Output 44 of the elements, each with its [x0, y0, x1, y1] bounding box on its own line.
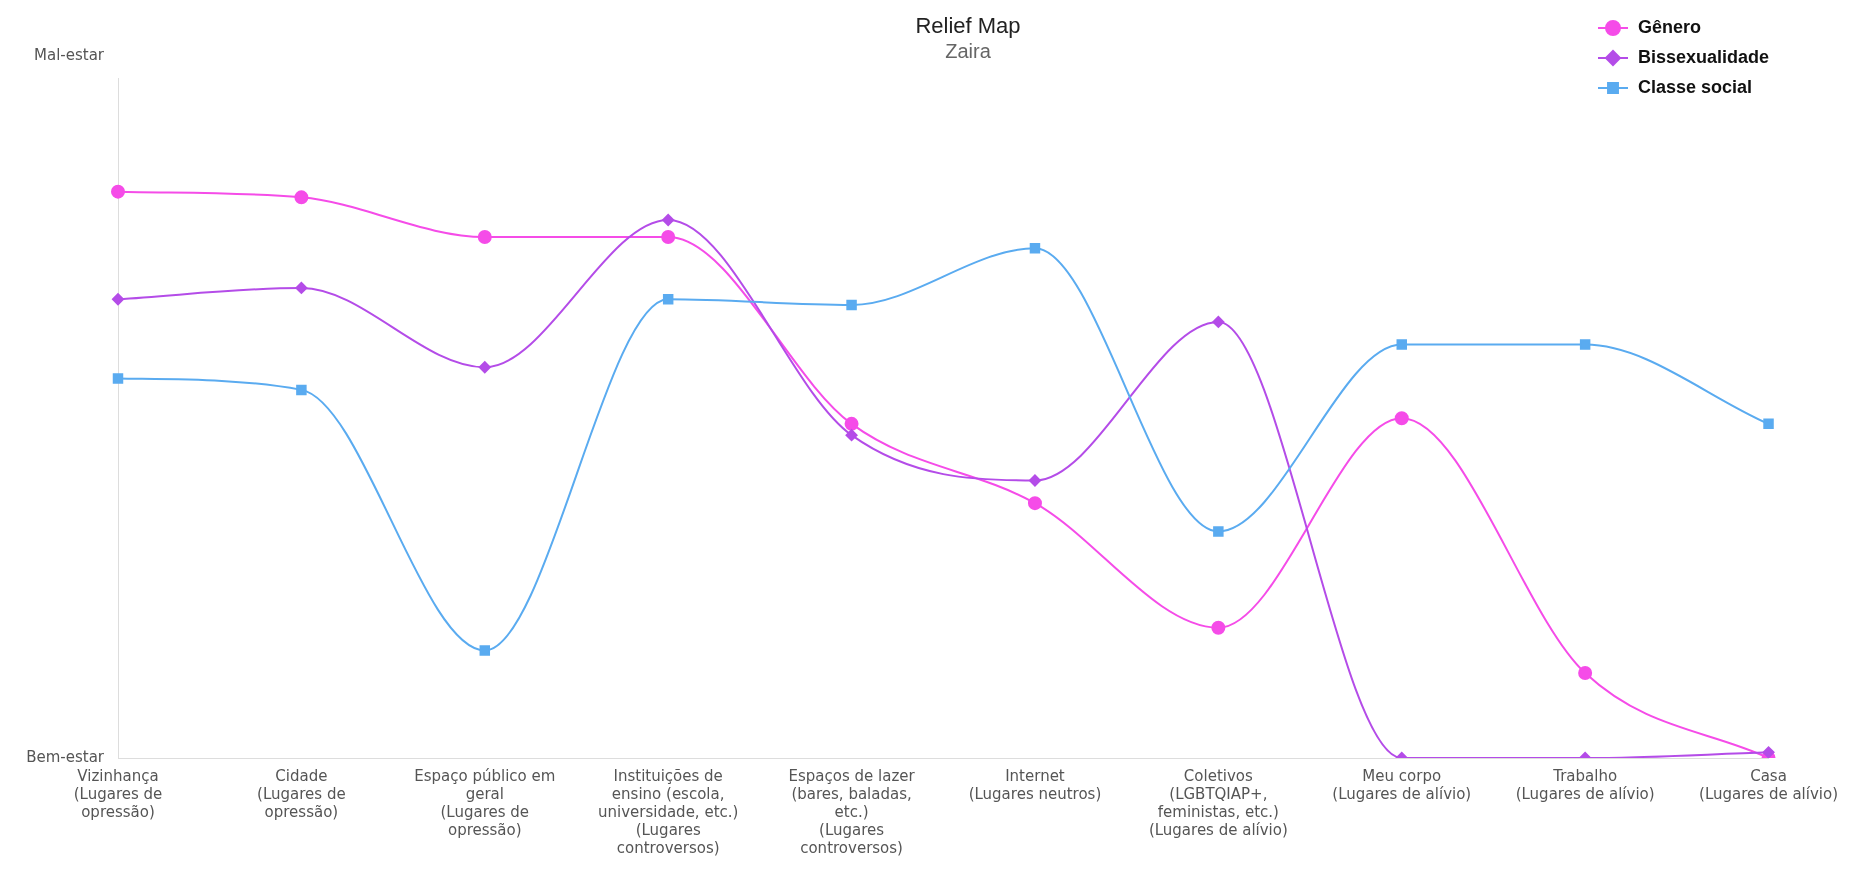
point [1029, 243, 1041, 254]
x-tick-label: Trabalho (Lugares de alívio) [1515, 766, 1655, 803]
point [845, 429, 858, 442]
point [1028, 474, 1041, 487]
legend-label: Bissexualidade [1638, 46, 1770, 67]
point [1578, 666, 1593, 681]
legend-label: Classe social [1638, 76, 1753, 97]
x-tick-label: Meu corpo (Lugares de alívio) [1332, 766, 1472, 803]
point [477, 229, 492, 244]
text: Bem-estar [26, 747, 105, 766]
legend-label: Gênero [1638, 16, 1702, 37]
point [1579, 339, 1591, 350]
x-tick-label: Espaço público em geral (Lugares de opressão) [414, 766, 556, 839]
point [1394, 411, 1409, 426]
point [1211, 620, 1226, 635]
x-tick-label: Instituições de ensino (escola, universidade, etc.) (Lugares controversos) [597, 766, 739, 857]
point [1212, 315, 1225, 328]
point [295, 281, 308, 294]
x-tick-label: Coletivos (LGBTQIAP+, feministas, etc.) (Lugares de alívio) [1148, 766, 1288, 839]
point [662, 294, 674, 305]
point [112, 293, 124, 306]
point [296, 384, 307, 396]
point [844, 416, 859, 431]
point [1213, 526, 1224, 537]
point [1396, 339, 1407, 350]
x-tick-label: Internet (Lugares neutros) [968, 766, 1102, 803]
x-tick-label: Espaços de lazer (bares, baladas, etc.) (Lugares controversos) [788, 766, 916, 857]
point [1027, 496, 1042, 511]
x-tick-label: Casa (Lugares de alívio) [1699, 766, 1838, 803]
point [479, 645, 491, 656]
point [478, 361, 491, 374]
point [1762, 746, 1775, 758]
point [661, 229, 676, 244]
point [662, 213, 675, 226]
x-tick-label: Vizinhança (Lugares de opressão) [73, 766, 163, 821]
x-tick-label: Cidade (Lugares de opressão) [257, 766, 346, 821]
point [294, 190, 309, 205]
chart-title: Relief Map [915, 13, 1021, 39]
point [112, 373, 124, 384]
chart-subtitle: Zaira [945, 39, 992, 62]
point [846, 299, 857, 311]
text: Mal-estar [34, 46, 105, 65]
point [111, 184, 125, 199]
point [1763, 418, 1774, 430]
